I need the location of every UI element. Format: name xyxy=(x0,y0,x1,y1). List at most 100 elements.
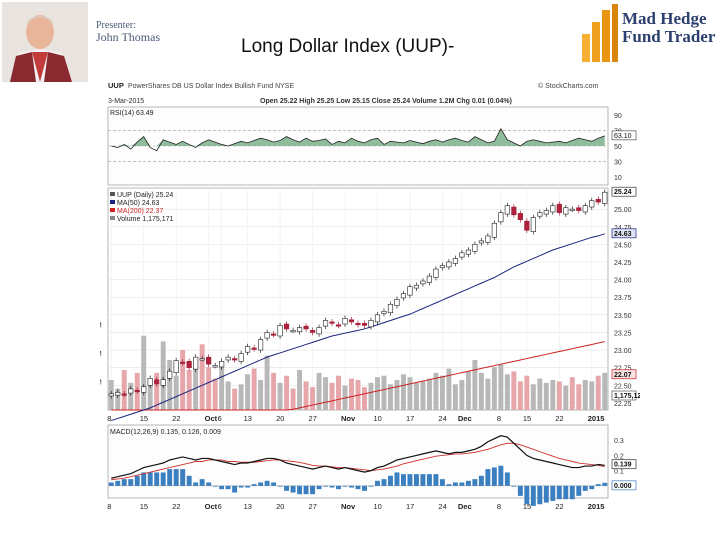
macd-histogram-bar xyxy=(491,467,497,486)
x-tick-top-21: 13 xyxy=(244,414,252,423)
logo-bars-icon xyxy=(582,4,618,62)
macd-histogram-bar xyxy=(193,482,199,486)
macd-histogram-bar xyxy=(595,484,601,486)
macd-histogram-bar xyxy=(407,474,413,486)
price-tick-23.50: 23.50 xyxy=(614,313,632,320)
candle-body xyxy=(322,320,329,327)
candle-body xyxy=(563,207,569,215)
x-tick-bottom-31: 27 xyxy=(309,502,317,511)
macd-histogram-bar xyxy=(375,480,380,486)
macd-zero-tag: 0.000 xyxy=(614,483,632,490)
volume-bar xyxy=(446,368,452,410)
candle-body xyxy=(413,284,420,289)
volume-bar xyxy=(232,388,238,410)
candle-body xyxy=(186,361,192,369)
volume-bar xyxy=(543,382,549,410)
x-tick-bottom-21: 13 xyxy=(244,502,252,511)
candle-body xyxy=(400,293,407,299)
macd-histogram-bar xyxy=(264,480,270,486)
ma200-line xyxy=(111,341,605,411)
price-legend-0: UUP (Daily) 25.24 xyxy=(117,192,173,199)
macd-histogram-bar xyxy=(245,485,251,488)
candle-body xyxy=(543,210,549,215)
macd-histogram-bar xyxy=(556,485,562,500)
volume-bar xyxy=(504,374,510,410)
x-tick-bottom-51: 24 xyxy=(438,502,446,511)
price-legend-swatch-1 xyxy=(110,200,115,204)
volume-bar xyxy=(595,375,601,410)
macd-histogram-bar xyxy=(452,482,458,486)
rsi-tick-30: 30 xyxy=(614,160,622,167)
volume-bar xyxy=(154,372,160,410)
candle-body xyxy=(245,346,251,353)
candle-body xyxy=(238,353,244,362)
candle-body xyxy=(394,299,400,306)
x-tick-top-46: 17 xyxy=(406,414,414,423)
volume-bar xyxy=(465,371,471,410)
candle-body xyxy=(504,205,510,215)
chart-source: © StockCharts.com xyxy=(538,82,599,90)
x-tick-bottom-26: 20 xyxy=(276,502,284,511)
macd-histogram-bar xyxy=(290,485,296,493)
x-tick-top-0: 8 xyxy=(107,414,111,423)
volume-bar xyxy=(381,375,387,410)
rsi-value-tag: 63.10 xyxy=(614,133,632,140)
price-tick-22.50: 22.50 xyxy=(614,383,632,390)
macd-histogram-bar xyxy=(400,474,406,486)
volume-bar xyxy=(141,335,147,410)
x-tick-bottom-10: 22 xyxy=(172,502,180,511)
price-legend-3: Volume 1,175,171 xyxy=(117,216,174,223)
macd-histogram-bar xyxy=(569,485,575,500)
macd-histogram-bar xyxy=(147,472,153,486)
macd-histogram-bar xyxy=(582,485,588,491)
candle-body xyxy=(115,392,121,396)
price-tick-22.75: 22.75 xyxy=(614,366,632,373)
volume-bar xyxy=(589,381,595,410)
macd-histogram-bar xyxy=(323,485,328,487)
macd-histogram-bar xyxy=(271,482,277,486)
macd-signal-line xyxy=(111,442,605,481)
volume-bar xyxy=(498,364,504,410)
volume-bar xyxy=(517,381,523,410)
macd-histogram-bar xyxy=(465,480,471,486)
macd-histogram-bar xyxy=(232,485,238,493)
price-legend-swatch-3 xyxy=(110,216,115,220)
candle-body xyxy=(602,191,608,204)
candle-body xyxy=(154,379,160,385)
candle-body xyxy=(537,212,543,217)
macd-histogram-bar xyxy=(563,485,569,500)
volume-bar xyxy=(277,382,283,410)
x-tick-bottom-74: 2015 xyxy=(588,502,605,511)
candle-body xyxy=(160,379,166,386)
candle-body xyxy=(283,323,290,330)
rsi-fill xyxy=(111,128,605,146)
macd-histogram-bar xyxy=(310,485,316,495)
candle-body xyxy=(335,324,342,327)
price-legend-2: MA(200) 22.37 xyxy=(117,208,163,215)
x-tick-top-51: 24 xyxy=(438,414,446,423)
macd-histogram-bar xyxy=(589,485,595,490)
volume-bar xyxy=(323,377,328,410)
logo: Mad Hedge Fund Trader xyxy=(580,0,720,70)
presenter-photo xyxy=(2,2,88,82)
macd-histogram-bar xyxy=(238,485,244,488)
x-tick-bottom-36: Nov xyxy=(341,502,356,511)
volume-bar xyxy=(251,368,257,410)
candle-body xyxy=(517,213,523,221)
macd-histogram-bar xyxy=(381,479,387,486)
macd-histogram-bar xyxy=(206,482,212,486)
volume-bar xyxy=(524,375,530,410)
candle-body xyxy=(530,217,536,232)
volume-tag-box xyxy=(611,390,637,401)
candle-body xyxy=(556,203,562,213)
volume-bar xyxy=(303,381,309,410)
macd-tick-0.3: 0.3 xyxy=(614,438,624,445)
candle-body xyxy=(550,205,556,213)
volume-bar xyxy=(420,381,426,410)
candle-body xyxy=(465,249,471,255)
candle-body xyxy=(452,258,458,264)
slide-title: Long Dollar Index (UUP)- xyxy=(241,36,455,57)
volume-bar xyxy=(511,371,517,410)
macd-histogram-bar xyxy=(530,485,536,506)
x-tick-top-74: 2015 xyxy=(588,414,605,423)
